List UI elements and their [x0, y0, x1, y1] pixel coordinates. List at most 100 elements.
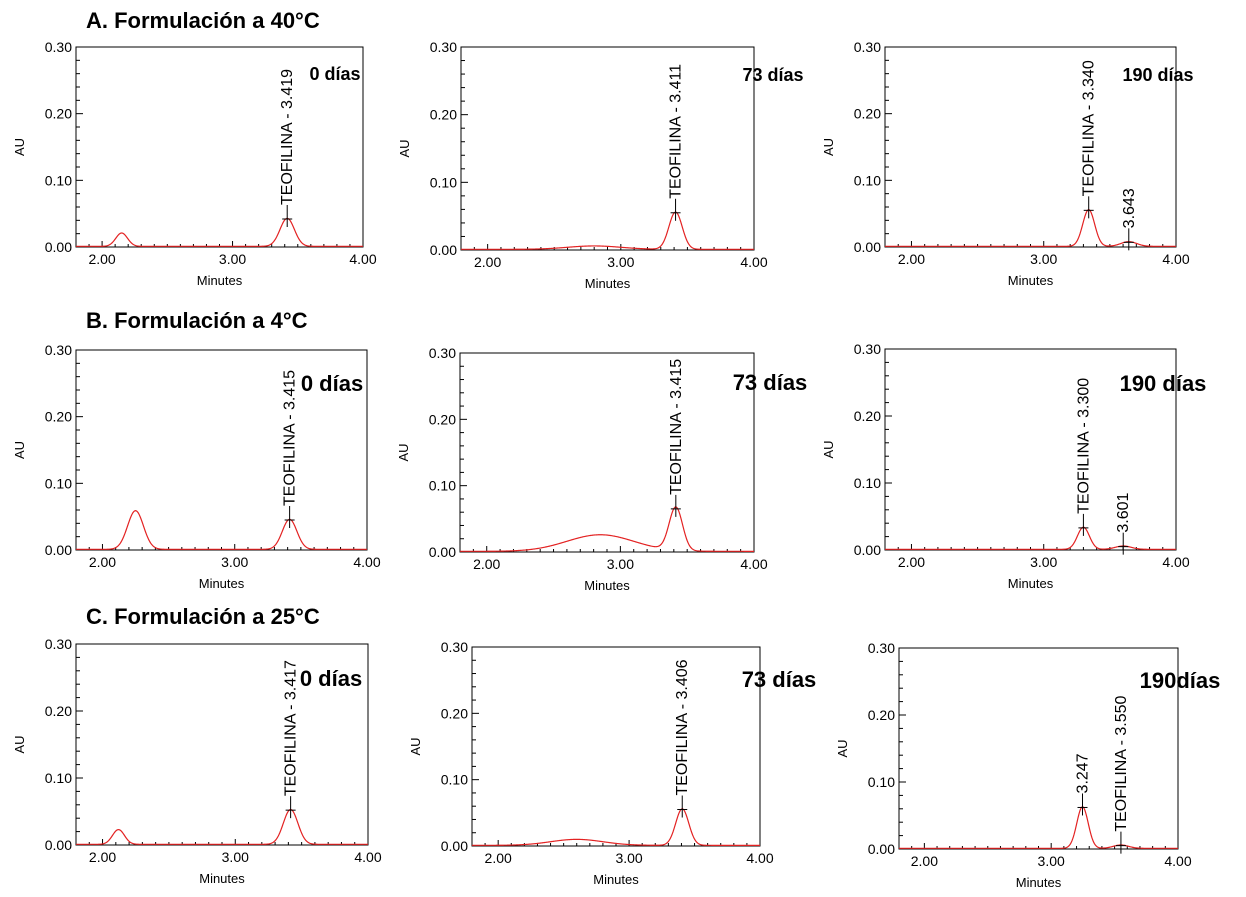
x-tick-label: 3.00 [1038, 853, 1065, 869]
peak-label: 3.247 [1075, 753, 1092, 793]
chromatogram-trace [76, 217, 363, 247]
day-label: 73 días [742, 667, 817, 692]
x-axis-title: Minutes [593, 872, 639, 887]
y-tick-label: 0.20 [45, 409, 72, 425]
y-tick-label: 0.10 [430, 174, 457, 190]
y-axis-title: AU [12, 735, 27, 753]
chromatogram-panel: 0.00 0.10 0.20 0.30 2.00 3.00 4.00 Minutes AU TEO… [397, 39, 804, 291]
chromatogram-panel: 0.00 0.10 0.20 0.30 2.00 3.00 4.00 Minutes AU TEO… [12, 39, 377, 288]
day-label: 0 días [309, 64, 360, 84]
section-title-c: C. Formulación a 25°C [86, 604, 320, 629]
day-label: 190 días [1120, 371, 1207, 396]
x-axis-title: Minutes [197, 273, 243, 288]
y-tick-label: 0.30 [430, 39, 457, 55]
peak-label: 3.601 [1115, 493, 1132, 533]
y-tick-label: 0.30 [854, 341, 881, 357]
y-axis-title: AU [408, 737, 423, 755]
day-label: 190 días [1122, 65, 1193, 85]
x-tick-label: 3.00 [1030, 251, 1057, 267]
x-tick-label: 4.00 [349, 251, 376, 267]
chromatogram-trace [76, 510, 367, 550]
y-tick-label: 0.10 [429, 478, 456, 494]
peak-label: TEOFILINA - 3.415 [282, 370, 299, 506]
plot-frame [898, 647, 1179, 850]
y-axis-title: AU [835, 739, 850, 757]
x-tick-label: 3.00 [221, 554, 248, 570]
section-title-a: A. Formulación a 40°C [86, 8, 320, 33]
y-axis-title: AU [396, 443, 411, 461]
x-tick-label: 2.00 [89, 554, 116, 570]
y-tick-label: 0.10 [45, 172, 72, 188]
chromatogram-panel: 0.00 0.10 0.20 0.30 2.00 3.00 4.00 Minutes AU 3.2… [835, 640, 1220, 890]
y-tick-label: 0.00 [441, 838, 468, 854]
y-tick-label: 0.00 [854, 239, 881, 255]
chromatogram-panel: 0.00 0.10 0.20 0.30 2.00 3.00 4.00 Minutes AU TEO… [12, 342, 381, 591]
x-tick-label: 3.00 [607, 254, 634, 270]
chromatogram-trace [472, 808, 760, 846]
x-axis-title: Minutes [584, 578, 630, 593]
y-tick-label: 0.30 [45, 342, 72, 358]
peak-label: TEOFILINA - 3.550 [1113, 695, 1130, 831]
peak-label: TEOFILINA - 3.419 [279, 69, 296, 205]
peak-label: TEOFILINA - 3.415 [668, 359, 685, 495]
peak-label: TEOFILINA - 3.300 [1075, 378, 1092, 514]
x-tick-label: 2.00 [485, 850, 512, 866]
y-tick-label: 0.00 [868, 841, 895, 857]
y-tick-label: 0.20 [854, 408, 881, 424]
chromatogram-trace [885, 209, 1176, 247]
y-tick-label: 0.00 [45, 542, 72, 558]
y-tick-label: 0.20 [868, 707, 895, 723]
peak-label: TEOFILINA - 3.417 [283, 660, 300, 796]
y-tick-label: 0.20 [429, 411, 456, 427]
chromatogram-svg: 0.00 0.10 0.20 0.30 2.00 3.00 4.00 Minutes AU TEO… [12, 636, 382, 886]
y-tick-label: 0.30 [45, 636, 72, 652]
chromatogram-svg: 0.00 0.10 0.20 0.30 2.00 3.00 4.00 Minutes AU TEO… [12, 39, 377, 288]
y-tick-label: 0.00 [45, 837, 72, 853]
chromatogram-trace [885, 526, 1176, 550]
x-tick-label: 2.00 [89, 849, 116, 865]
x-axis-title: Minutes [199, 871, 245, 886]
x-tick-label: 4.00 [1162, 251, 1189, 267]
chromatogram-svg: 0.00 0.10 0.20 0.30 2.00 3.00 4.00 Minutes AU 3.2… [835, 640, 1220, 890]
x-tick-label: 2.00 [898, 554, 925, 570]
y-tick-label: 0.30 [429, 345, 456, 361]
y-tick-label: 0.30 [45, 39, 72, 55]
x-tick-label: 3.00 [615, 850, 642, 866]
chromatogram-panel: 0.00 0.10 0.20 0.30 2.00 3.00 4.00 Minutes AU TEO… [408, 639, 816, 887]
x-axis-title: Minutes [1008, 273, 1054, 288]
chromatogram-svg: 0.00 0.10 0.20 0.30 2.00 3.00 4.00 Minutes AU TEO… [821, 39, 1194, 288]
x-tick-label: 3.00 [222, 849, 249, 865]
x-axis-title: Minutes [1016, 875, 1062, 890]
x-tick-label: 3.00 [607, 556, 634, 572]
x-tick-label: 2.00 [898, 251, 925, 267]
chromatogram-svg: 0.00 0.10 0.20 0.30 2.00 3.00 4.00 Minutes AU TEO… [396, 345, 807, 593]
y-tick-label: 0.20 [430, 107, 457, 123]
x-tick-label: 2.00 [911, 853, 938, 869]
x-tick-label: 4.00 [353, 554, 380, 570]
day-label: 73 días [733, 370, 808, 395]
plot-frame [460, 46, 755, 251]
y-tick-label: 0.10 [45, 475, 72, 491]
peak-label: TEOFILINA - 3.406 [674, 659, 691, 795]
y-tick-label: 0.00 [854, 542, 881, 558]
y-tick-label: 0.10 [45, 770, 72, 786]
y-tick-label: 0.10 [441, 772, 468, 788]
chromatogram-svg: 0.00 0.10 0.20 0.30 2.00 3.00 4.00 Minutes AU TEO… [12, 342, 381, 591]
y-axis-title: AU [12, 441, 27, 459]
plot-frame [459, 352, 755, 553]
y-tick-label: 0.20 [441, 705, 468, 721]
x-tick-label: 4.00 [1164, 853, 1191, 869]
chromatogram-svg: 0.00 0.10 0.20 0.30 2.00 3.00 4.00 Minutes AU TEO… [408, 639, 816, 887]
section-title-b: B. Formulación a 4°C [86, 308, 308, 333]
chromatogram-svg: 0.00 0.10 0.20 0.30 2.00 3.00 4.00 Minutes AU TEO… [397, 39, 804, 291]
peak-label: TEOFILINA - 3.340 [1081, 60, 1098, 196]
y-tick-label: 0.00 [45, 239, 72, 255]
y-axis-title: AU [397, 139, 412, 157]
chromatogram-panel: 0.00 0.10 0.20 0.30 2.00 3.00 4.00 Minutes AU TEO… [821, 341, 1206, 591]
day-label: 73 días [742, 65, 803, 85]
y-axis-title: AU [821, 440, 836, 458]
y-axis-title: AU [12, 138, 27, 156]
x-tick-label: 3.00 [219, 251, 246, 267]
chromatogram-panel: 0.00 0.10 0.20 0.30 2.00 3.00 4.00 Minutes AU TEO… [396, 345, 807, 593]
chromatogram-panel: 0.00 0.10 0.20 0.30 2.00 3.00 4.00 Minutes AU TEO… [12, 636, 382, 886]
